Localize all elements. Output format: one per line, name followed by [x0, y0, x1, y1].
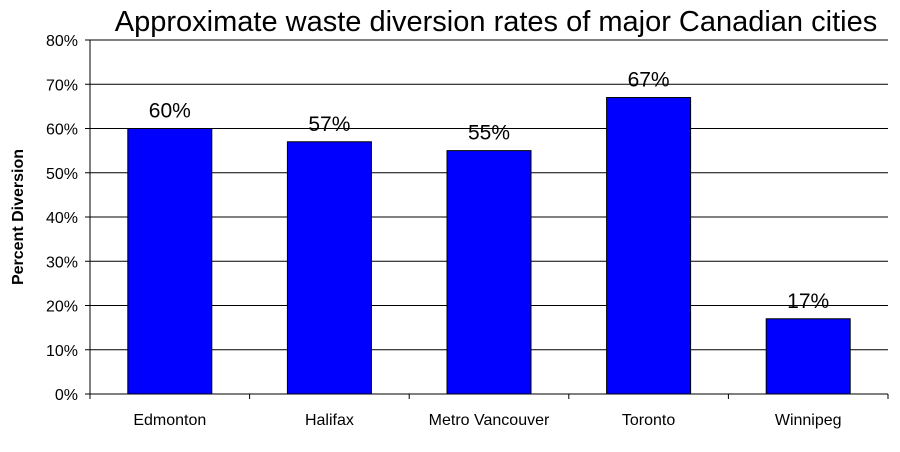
- x-tick-label: Metro Vancouver: [429, 412, 550, 429]
- y-tick-label: 40%: [46, 210, 78, 227]
- bar-edmonton: [127, 128, 213, 395]
- data-label: 57%: [308, 113, 350, 136]
- x-tick-label: Edmonton: [133, 412, 206, 429]
- x-tick-label: Halifax: [305, 412, 354, 429]
- bar-winnipeg: [765, 318, 851, 395]
- bars: [127, 97, 851, 395]
- data-label: 17%: [787, 290, 829, 313]
- data-labels: 60% 57% 55% 67% 17%: [149, 69, 829, 313]
- chart-title: Approximate waste diversion rates of maj…: [115, 6, 877, 38]
- data-label: 60%: [149, 100, 191, 123]
- bar-toronto: [606, 97, 692, 395]
- y-tick-label: 80%: [46, 33, 78, 50]
- x-tick-label: Winnipeg: [775, 412, 842, 429]
- y-tick-label: 50%: [46, 166, 78, 183]
- axes: [89, 40, 888, 395]
- bar-halifax: [286, 141, 372, 395]
- data-label: 55%: [468, 122, 510, 145]
- x-tick-label: Toronto: [622, 412, 675, 429]
- y-tick-label: 20%: [46, 299, 78, 316]
- bar-metro-vancouver: [446, 150, 532, 395]
- data-label: 67%: [628, 69, 670, 92]
- y-tick-labels: 0% 10% 20% 30% 40% 50% 60% 70% 80%: [46, 33, 78, 404]
- y-tick-label: 60%: [46, 122, 78, 139]
- y-axis-label: Percent Diversion: [10, 149, 27, 285]
- y-tick-label: 10%: [46, 343, 78, 360]
- x-tick-labels: Edmonton Halifax Metro Vancouver Toronto Win…: [89, 394, 889, 429]
- y-tick-label: 70%: [46, 77, 78, 94]
- y-tick-label: 30%: [46, 254, 78, 271]
- y-tick-label: 0%: [55, 387, 78, 404]
